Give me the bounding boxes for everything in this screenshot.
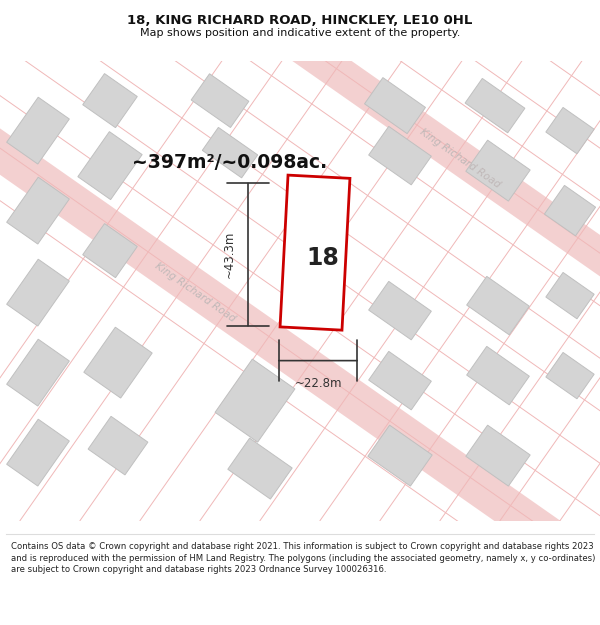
Polygon shape (546, 272, 594, 319)
Polygon shape (544, 186, 596, 236)
Polygon shape (465, 78, 525, 133)
Polygon shape (466, 140, 530, 201)
Polygon shape (83, 224, 137, 278)
Polygon shape (78, 132, 142, 199)
Polygon shape (368, 425, 432, 486)
Polygon shape (368, 351, 431, 410)
Text: 18: 18 (307, 246, 340, 269)
Text: Contains OS data © Crown copyright and database right 2021. This information is : Contains OS data © Crown copyright and d… (11, 542, 595, 574)
Text: ~43.3m: ~43.3m (223, 231, 236, 278)
Polygon shape (546, 107, 594, 154)
Polygon shape (191, 74, 249, 128)
Polygon shape (88, 416, 148, 475)
Polygon shape (365, 78, 425, 134)
Polygon shape (174, 0, 600, 351)
Polygon shape (7, 419, 70, 486)
Polygon shape (215, 359, 295, 442)
Text: King Richard Road: King Richard Road (418, 127, 502, 190)
Text: 18, KING RICHARD ROAD, HINCKLEY, LE10 0HL: 18, KING RICHARD ROAD, HINCKLEY, LE10 0H… (127, 14, 473, 27)
Polygon shape (7, 259, 70, 326)
Polygon shape (466, 425, 530, 486)
Polygon shape (368, 126, 431, 185)
Polygon shape (202, 127, 257, 178)
Polygon shape (7, 98, 70, 164)
Polygon shape (7, 339, 70, 406)
Polygon shape (0, 32, 599, 579)
Polygon shape (368, 281, 431, 340)
Polygon shape (467, 346, 529, 405)
Polygon shape (7, 177, 70, 244)
Polygon shape (546, 352, 594, 399)
Polygon shape (228, 438, 292, 499)
Text: ~397m²/~0.098ac.: ~397m²/~0.098ac. (133, 153, 328, 172)
Text: ~22.8m: ~22.8m (294, 377, 342, 389)
Polygon shape (280, 175, 350, 330)
Text: King Richard Road: King Richard Road (153, 261, 237, 324)
Text: Map shows position and indicative extent of the property.: Map shows position and indicative extent… (140, 28, 460, 38)
Polygon shape (84, 328, 152, 398)
Polygon shape (467, 276, 529, 335)
Polygon shape (83, 74, 137, 128)
